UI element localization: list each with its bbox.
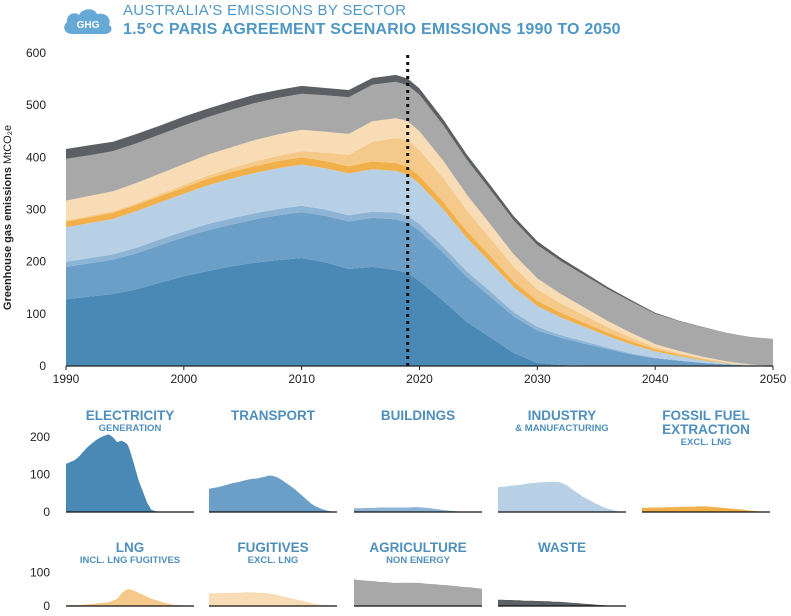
panel-title-text: WASTE bbox=[537, 540, 586, 555]
x-tick-label: 1990 bbox=[53, 372, 80, 386]
panel-subtitle-text: EXCL. LNG bbox=[680, 437, 732, 449]
y-tick-label: 400 bbox=[26, 150, 46, 164]
panel-title-text: INDUSTRY bbox=[527, 408, 597, 423]
small-y-tick-label: 100 bbox=[30, 467, 50, 481]
y-axis-label-text: Greenhouse gas emissions bbox=[2, 164, 14, 310]
panel-title-fugitives: FUGITIVES EXCL. LNG bbox=[203, 540, 343, 567]
badge-label: GHG bbox=[77, 20, 100, 31]
small-area-industry bbox=[498, 481, 626, 512]
small-y-tick-label: 0 bbox=[43, 599, 50, 613]
panel-title-text: BUILDINGS bbox=[380, 408, 456, 423]
panel-subtitle-text: GENERATION bbox=[98, 423, 162, 435]
small-area-transport bbox=[209, 475, 337, 512]
panel-subtitle-text: & MANUFACTURING bbox=[515, 423, 609, 435]
panel-title-transport: TRANSPORT bbox=[203, 408, 343, 423]
y-axis-label: Greenhouse gas emissions MtCO₂e bbox=[2, 125, 14, 310]
x-tick-label: 2000 bbox=[170, 372, 197, 386]
panel-title-lng: LNG INCL. LNG FUGITIVES bbox=[60, 540, 200, 567]
small-area-buildings bbox=[354, 507, 482, 512]
panel-subtitle-text: INCL. LNG FUGITIVES bbox=[79, 555, 181, 567]
panel-title-buildings: BUILDINGS bbox=[348, 408, 488, 423]
panel-title-text: FUGITIVES bbox=[237, 540, 309, 555]
y-axis-label-unit: MtCO₂e bbox=[2, 125, 14, 164]
small-area-fugitives bbox=[209, 592, 337, 606]
panel-title-industry: INDUSTRY & MANUFACTURING bbox=[492, 408, 632, 435]
small-area-agriculture bbox=[354, 579, 482, 606]
area-transport bbox=[66, 212, 773, 366]
panel-title-waste: WASTE bbox=[492, 540, 632, 555]
small-y-tick-label: 200 bbox=[30, 430, 50, 444]
x-tick-label: 2050 bbox=[760, 372, 787, 386]
y-tick-label: 0 bbox=[39, 359, 46, 373]
x-tick-label: 2030 bbox=[524, 372, 551, 386]
panel-subtitle-text: EXCL. LNG bbox=[247, 555, 299, 567]
small-y-tick-label: 100 bbox=[30, 566, 50, 580]
small-area-waste bbox=[498, 599, 626, 606]
panel-title-text: LNG bbox=[115, 540, 145, 555]
area-electricity bbox=[66, 258, 773, 366]
y-tick-label: 600 bbox=[26, 46, 46, 60]
ghg-cloud-badge: GHG bbox=[64, 9, 112, 34]
area-agriculture bbox=[66, 81, 773, 366]
area-industry bbox=[66, 164, 773, 366]
panel-title-text: ELECTRICITY bbox=[85, 408, 175, 423]
panel-title-agriculture: AGRICULTURE NON ENERGY bbox=[348, 540, 488, 567]
x-tick-label: 2010 bbox=[288, 372, 315, 386]
small-y-tick-label: 0 bbox=[43, 505, 50, 519]
cloud-icon bbox=[64, 9, 112, 34]
panel-title-text: FOSSIL FUEL EXTRACTION bbox=[662, 408, 750, 438]
small-area-lng bbox=[66, 589, 194, 606]
panel-title-fossil_fuel_extraction: FOSSIL FUEL EXTRACTION EXCL. LNG bbox=[636, 408, 776, 449]
small-area-fossil_fuel_extraction bbox=[642, 506, 770, 512]
chart-subtitle: 1.5°C PARIS AGREEMENT SCENARIO EMISSIONS… bbox=[123, 21, 621, 38]
y-tick-label: 200 bbox=[26, 255, 46, 269]
y-tick-label: 300 bbox=[26, 203, 46, 217]
panel-title-text: TRANSPORT bbox=[231, 408, 315, 423]
chart-title: AUSTRALIA'S EMISSIONS BY SECTOR bbox=[123, 2, 407, 19]
panel-title-electricity: ELECTRICITY GENERATION bbox=[60, 408, 200, 435]
panel-subtitle-text: NON ENERGY bbox=[386, 555, 450, 567]
x-tick-label: 2020 bbox=[406, 372, 433, 386]
y-tick-label: 100 bbox=[26, 307, 46, 321]
y-tick-label: 500 bbox=[26, 98, 46, 112]
x-tick-label: 2040 bbox=[642, 372, 669, 386]
small-area-electricity bbox=[66, 434, 194, 512]
panel-title-text: AGRICULTURE bbox=[369, 540, 467, 555]
